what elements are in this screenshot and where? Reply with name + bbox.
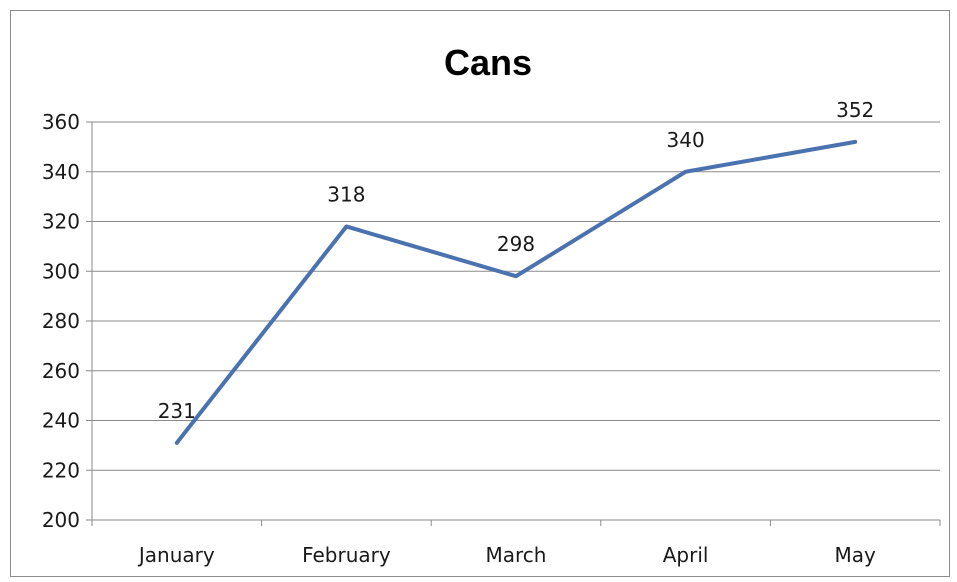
y-tick-label: 200 — [42, 508, 80, 532]
y-tick-label: 320 — [42, 210, 80, 234]
x-tick-label: February — [302, 543, 391, 567]
x-tick-label: May — [835, 543, 877, 567]
y-tick-label: 220 — [42, 458, 80, 482]
y-tick-label: 360 — [42, 110, 80, 134]
y-tick-label: 240 — [42, 409, 80, 433]
x-tick-label: January — [137, 543, 215, 567]
x-tick-label: March — [486, 543, 547, 567]
chart-title: Cans — [444, 42, 532, 83]
data-label: 340 — [667, 128, 705, 152]
series-layer — [174, 139, 858, 445]
data-label: 352 — [836, 98, 874, 122]
data-label: 298 — [497, 232, 535, 256]
series-line — [174, 139, 858, 445]
y-tick-label: 340 — [42, 160, 80, 184]
axes: 200 220 240 260 280 300 320 340 360 January Februa… — [42, 110, 941, 567]
y-tick-label: 280 — [42, 309, 80, 333]
gridlines — [92, 121, 940, 471]
data-labels: 231 318 298 340 352 — [158, 98, 875, 423]
data-label: 318 — [327, 182, 365, 206]
y-tick-label: 260 — [42, 359, 80, 383]
data-label: 231 — [158, 399, 196, 423]
chart-frame — [10, 10, 950, 577]
x-tick-label: April — [663, 543, 709, 567]
y-tick-label: 300 — [42, 259, 80, 283]
